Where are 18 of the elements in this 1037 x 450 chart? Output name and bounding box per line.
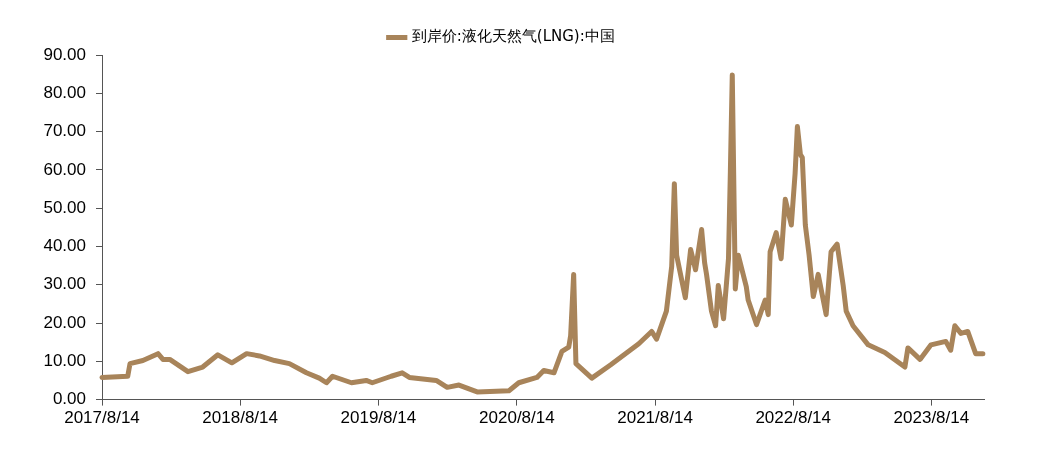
y-tick-label: 50.00 [43,197,86,217]
y-tick-label: 90.00 [43,44,86,64]
x-tick-label: 2022/8/14 [755,408,832,428]
x-tick-label: 2019/8/14 [340,408,417,428]
y-tick-label: 80.00 [43,82,86,102]
y-tick-label: 70.00 [43,121,86,141]
y-tick-label: 0.00 [52,389,86,409]
y-tick-label: 20.00 [43,312,86,332]
legend-label: 到岸价:液化天然气(LNG):中国 [411,27,615,46]
y-tick-label: 10.00 [43,351,86,370]
y-tick-label: 40.00 [43,236,86,256]
x-tick-label: 2021/8/14 [617,408,693,428]
x-tick-label: 2018/8/14 [202,408,278,428]
y-tick-label: 60.00 [43,159,86,179]
x-tick-label: 2017/8/14 [64,408,140,428]
x-tick-label: 2023/8/14 [893,408,970,428]
y-tick-label: 30.00 [43,274,86,294]
x-tick-label: 2020/8/14 [479,408,555,428]
